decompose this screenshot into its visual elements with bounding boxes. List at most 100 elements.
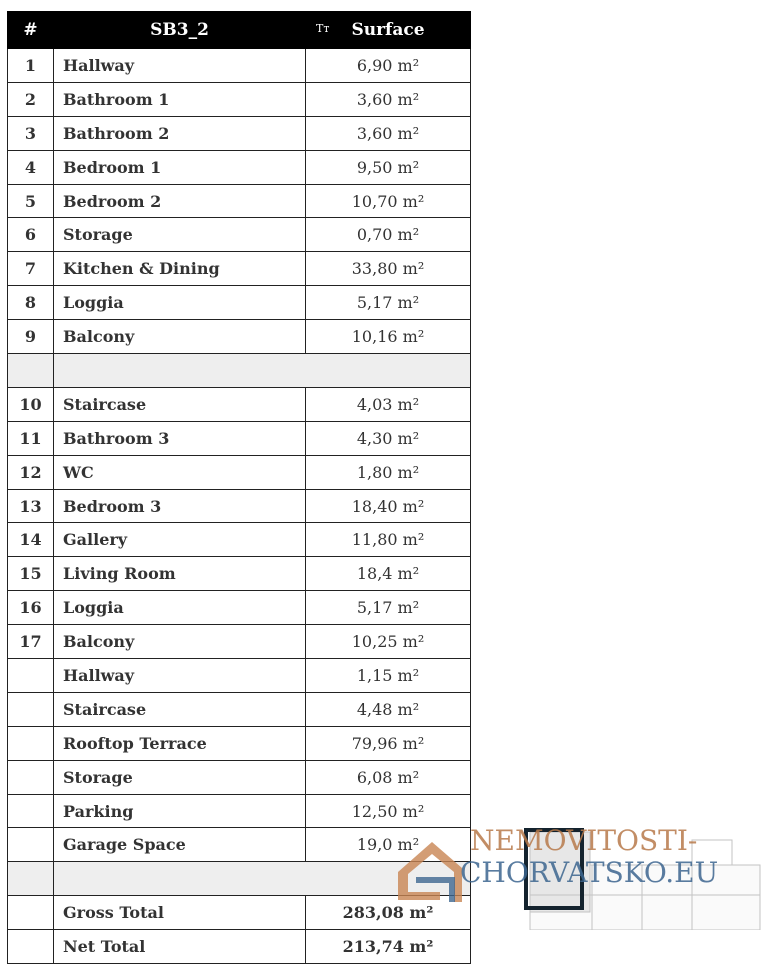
room-number: 5 (7, 183, 54, 219)
room-surface: 79,96 m² (305, 725, 471, 761)
room-name: Hallway (53, 48, 306, 83)
table-row: 3 Bathroom 2 3,60 m² (7, 115, 471, 151)
watermark-line2: CHORVATSKO.EU (460, 856, 718, 889)
header-surface: Tт Surface (305, 11, 471, 49)
table-row: 8 Loggia 5,17 m² (7, 285, 471, 321)
room-surface: 33,80 m² (305, 251, 471, 287)
room-number: 6 (7, 217, 54, 253)
table-row: 4 Bedroom 1 9,50 m² (7, 149, 471, 185)
room-number: 14 (7, 522, 54, 558)
room-number: 9 (7, 319, 54, 355)
room-surface: 18,40 m² (305, 488, 471, 524)
table-row: 12 WC 1,80 m² (7, 454, 471, 490)
room-number: 8 (7, 285, 54, 321)
room-surface: 1,15 m² (305, 658, 471, 693)
room-number (7, 759, 54, 795)
room-name: Hallway (53, 658, 306, 693)
room-name: Loggia (53, 285, 306, 321)
room-surface: 0,70 m² (305, 217, 471, 253)
room-surface: 11,80 m² (305, 522, 471, 558)
table-row: 15 Living Room 18,4 m² (7, 556, 471, 592)
table-row: Staircase 4,48 m² (7, 691, 471, 727)
header-unit: SB3_2 (53, 11, 306, 49)
table-row: 7 Kitchen & Dining 33,80 m² (7, 251, 471, 287)
watermark-line1: NEMOVITOSTI- (470, 824, 697, 857)
table-row: 13 Bedroom 3 18,40 m² (7, 488, 471, 524)
room-number: 13 (7, 488, 54, 524)
header-number: # (7, 11, 54, 49)
table-row: 16 Loggia 5,17 m² (7, 590, 471, 626)
room-surface: 5,17 m² (305, 590, 471, 626)
table-row: Storage 6,08 m² (7, 759, 471, 795)
room-name: Loggia (53, 590, 306, 626)
room-name: Bathroom 1 (53, 81, 306, 117)
room-number: 7 (7, 251, 54, 287)
room-surface: 9,50 m² (305, 149, 471, 185)
room-number (7, 691, 54, 727)
room-surface: 4,03 m² (305, 386, 471, 422)
room-number (7, 929, 54, 965)
room-name: Bathroom 3 (53, 420, 306, 456)
room-surface-table: # SB3_2 Tт Surface 1 Hallway 6,90 m² 2 Bathro… (7, 11, 471, 965)
table-row: 1 Hallway 6,90 m² (7, 48, 471, 83)
room-surface: 10,16 m² (305, 319, 471, 355)
room-number (7, 827, 54, 863)
room-number: 3 (7, 115, 54, 151)
room-number: 10 (7, 386, 54, 422)
room-surface: 18,4 m² (305, 556, 471, 592)
header-surface-label: Surface (351, 20, 425, 40)
room-number: 15 (7, 556, 54, 592)
room-surface: 3,60 m² (305, 115, 471, 151)
table-row: 5 Bedroom 2 10,70 m² (7, 183, 471, 219)
empty-cell (7, 353, 54, 388)
room-name: Balcony (53, 319, 306, 355)
room-number: 16 (7, 590, 54, 626)
table-row: 10 Staircase 4,03 m² (7, 386, 471, 422)
room-surface: 6,90 m² (305, 48, 471, 83)
table-row: 9 Balcony 10,16 m² (7, 319, 471, 355)
total-row: Gross Total 283,08 m² (7, 895, 471, 931)
room-name: Bathroom 2 (53, 115, 306, 151)
room-name: Storage (53, 759, 306, 795)
table-row: Hallway 1,15 m² (7, 658, 471, 693)
room-name: Living Room (53, 556, 306, 592)
room-surface: 1,80 m² (305, 454, 471, 490)
room-name: Balcony (53, 624, 306, 660)
table-row: 11 Bathroom 3 4,30 m² (7, 420, 471, 456)
separator-row (7, 353, 471, 388)
room-surface: 3,60 m² (305, 81, 471, 117)
empty-cell (7, 861, 54, 897)
room-name: Staircase (53, 386, 306, 422)
room-surface: 10,25 m² (305, 624, 471, 660)
text-type-icon: Tт (316, 22, 330, 35)
table-row: 6 Storage 0,70 m² (7, 217, 471, 253)
total-row: Net Total 213,74 m² (7, 929, 471, 965)
room-name: Storage (53, 217, 306, 253)
table-row: 17 Balcony 10,25 m² (7, 624, 471, 660)
table-row: Rooftop Terrace 79,96 m² (7, 725, 471, 761)
room-name: WC (53, 454, 306, 490)
table-row: Garage Space 19,0 m² (7, 827, 471, 863)
room-name: Parking (53, 793, 306, 829)
room-number (7, 725, 54, 761)
room-number: 4 (7, 149, 54, 185)
room-name: Kitchen & Dining (53, 251, 306, 287)
table-row: 14 Gallery 11,80 m² (7, 522, 471, 558)
room-surface: 283,08 m² (305, 895, 471, 931)
room-name: Gross Total (53, 895, 306, 931)
watermark-logo: NEMOVITOSTI- CHORVATSKO.EU (398, 824, 761, 930)
room-name: Gallery (53, 522, 306, 558)
room-surface: 10,70 m² (305, 183, 471, 219)
room-number (7, 895, 54, 931)
room-surface: 4,48 m² (305, 691, 471, 727)
room-number (7, 658, 54, 693)
room-number: 11 (7, 420, 54, 456)
room-name: Bedroom 1 (53, 149, 306, 185)
room-name: Garage Space (53, 827, 306, 863)
room-number: 12 (7, 454, 54, 490)
room-name: Rooftop Terrace (53, 725, 306, 761)
room-number: 1 (7, 48, 54, 83)
room-surface: 19,0 m² (305, 827, 471, 863)
room-surface: 5,17 m² (305, 285, 471, 321)
room-number: 2 (7, 81, 54, 117)
